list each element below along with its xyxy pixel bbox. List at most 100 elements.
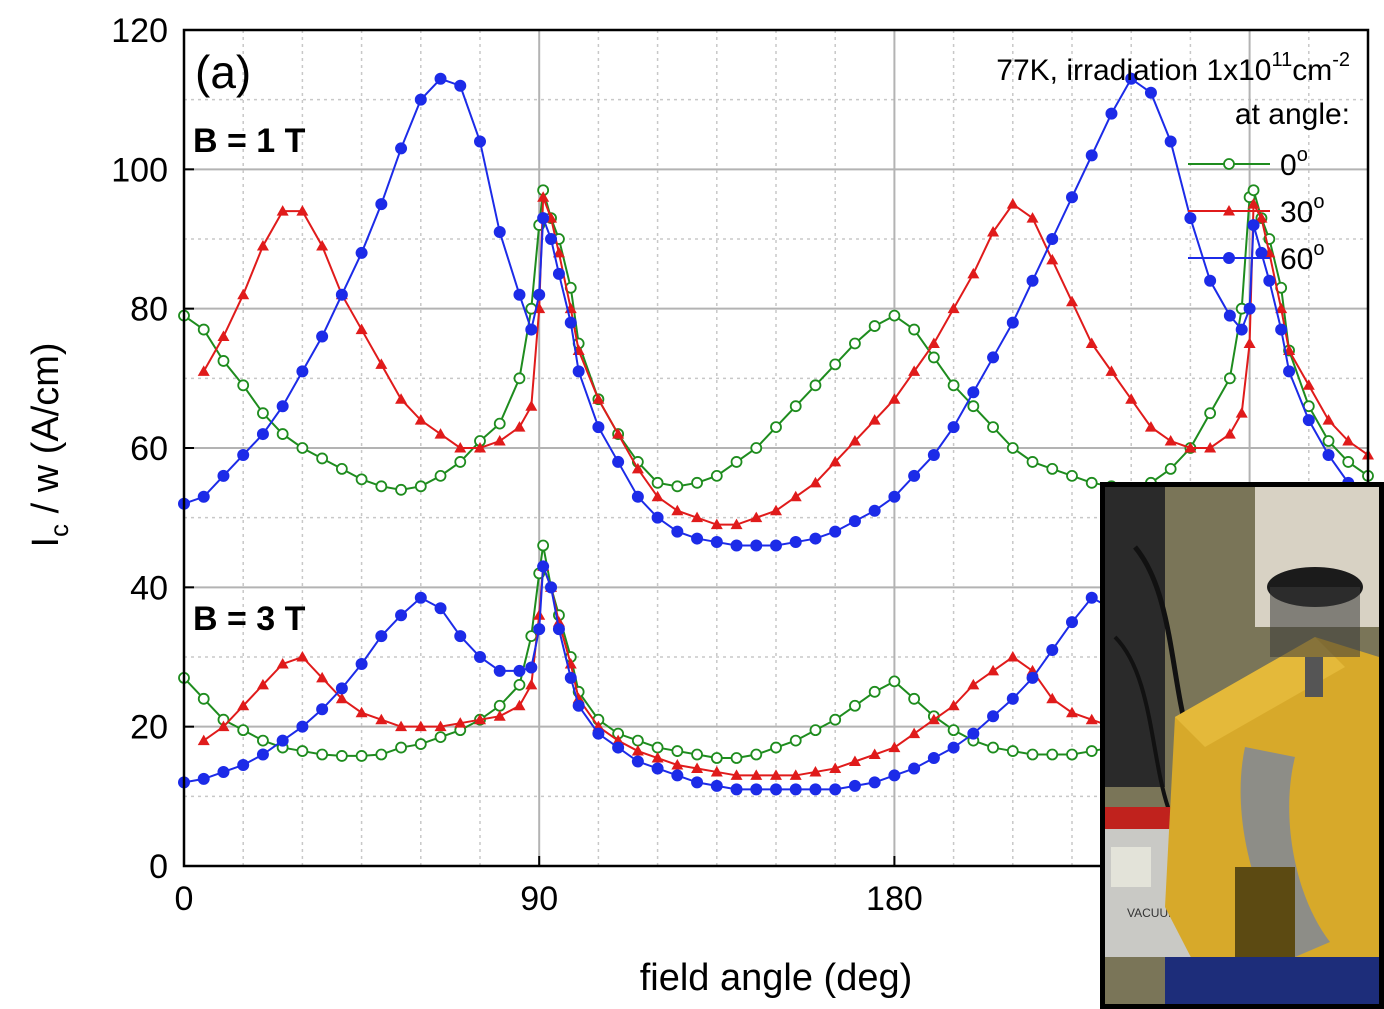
legend-label: 30o <box>1280 191 1325 229</box>
data-point <box>987 710 1000 723</box>
data-point <box>276 205 289 216</box>
data-point <box>770 504 782 516</box>
data-point <box>631 490 644 503</box>
data-point <box>789 400 802 413</box>
data-point <box>888 769 901 782</box>
data-point <box>197 734 210 746</box>
data-point <box>1184 442 1197 453</box>
data-point <box>493 417 506 430</box>
data-point <box>493 699 506 712</box>
data-point <box>1164 462 1177 475</box>
data-point <box>1322 414 1335 425</box>
data-point <box>1144 86 1157 99</box>
data-point <box>454 79 467 92</box>
data-point <box>434 731 447 744</box>
data-point <box>296 442 309 454</box>
data-point <box>651 511 664 524</box>
data-point <box>829 525 842 538</box>
data-point <box>316 748 329 761</box>
data-point <box>217 330 230 342</box>
data-point <box>947 421 960 434</box>
legend-value: 60 <box>1280 243 1313 276</box>
data-point <box>1066 191 1078 204</box>
data-point <box>868 748 881 760</box>
data-point <box>829 783 842 796</box>
data-point <box>908 762 921 775</box>
y-axis-title-sub: c <box>44 524 74 537</box>
data-point <box>572 365 585 378</box>
data-point <box>592 727 605 740</box>
data-point <box>848 515 861 528</box>
data-point <box>434 469 447 482</box>
data-point <box>908 323 921 336</box>
data-point <box>335 750 348 762</box>
data-point <box>927 448 940 461</box>
data-point <box>829 455 842 467</box>
data-point <box>493 664 506 677</box>
data-point <box>612 455 625 468</box>
data-point <box>355 246 368 259</box>
data-point <box>967 727 980 740</box>
data-point <box>552 246 565 258</box>
data-point <box>789 536 802 549</box>
data-point <box>296 720 309 733</box>
data-point <box>927 752 940 765</box>
data-point <box>1085 476 1098 489</box>
data-point <box>1085 337 1098 348</box>
data-point <box>1006 316 1019 329</box>
data-point <box>533 623 546 636</box>
data-point <box>651 762 664 775</box>
data-point <box>217 469 230 482</box>
legend-degree: o <box>1313 191 1324 213</box>
data-point <box>1006 651 1019 662</box>
data-point <box>513 288 526 301</box>
data-point <box>276 657 289 669</box>
data-point <box>197 692 210 705</box>
data-point <box>730 518 743 530</box>
data-point <box>927 337 940 348</box>
data-point <box>414 414 427 425</box>
data-point <box>730 769 743 780</box>
data-point <box>256 678 269 690</box>
data-point <box>1066 706 1078 718</box>
data-point <box>967 267 980 279</box>
data-point <box>1026 456 1039 468</box>
data-point <box>454 630 467 643</box>
legend-value: 0 <box>1280 149 1297 182</box>
y-axis-title-rest: / w (A/cm) <box>25 342 67 524</box>
data-point <box>1275 323 1288 336</box>
data-point <box>564 316 577 329</box>
data-point <box>1235 323 1248 336</box>
data-point <box>414 93 427 106</box>
data-point <box>237 288 250 300</box>
panel-label: (a) <box>195 46 251 98</box>
data-point <box>651 490 664 502</box>
vacuum-label: VACUUM <box>1127 906 1178 920</box>
series-60-deg <box>178 72 1374 796</box>
data-point <box>967 386 980 399</box>
data-point <box>789 490 802 502</box>
data-point <box>868 504 881 517</box>
data-point <box>395 483 407 496</box>
y-tick-label: 40 <box>130 569 168 607</box>
data-point <box>1006 198 1019 209</box>
data-point <box>474 713 486 725</box>
data-point <box>987 421 999 434</box>
data-point <box>908 727 921 739</box>
data-point <box>434 602 447 615</box>
y-tick-label: 60 <box>130 430 168 468</box>
y-tick-label: 0 <box>149 848 168 886</box>
data-point <box>809 783 822 796</box>
data-point <box>947 724 960 737</box>
data-point <box>730 456 743 468</box>
data-point <box>296 365 309 378</box>
annotation-line1: 77K, irradiation 1x1011cm-2 <box>996 49 1350 87</box>
data-point <box>1243 302 1256 315</box>
data-point <box>750 511 763 523</box>
data-point <box>474 651 486 663</box>
data-point <box>987 741 999 754</box>
data-point <box>1006 745 1019 757</box>
data-point <box>1164 435 1177 446</box>
data-point <box>525 400 538 411</box>
data-point <box>750 748 763 761</box>
